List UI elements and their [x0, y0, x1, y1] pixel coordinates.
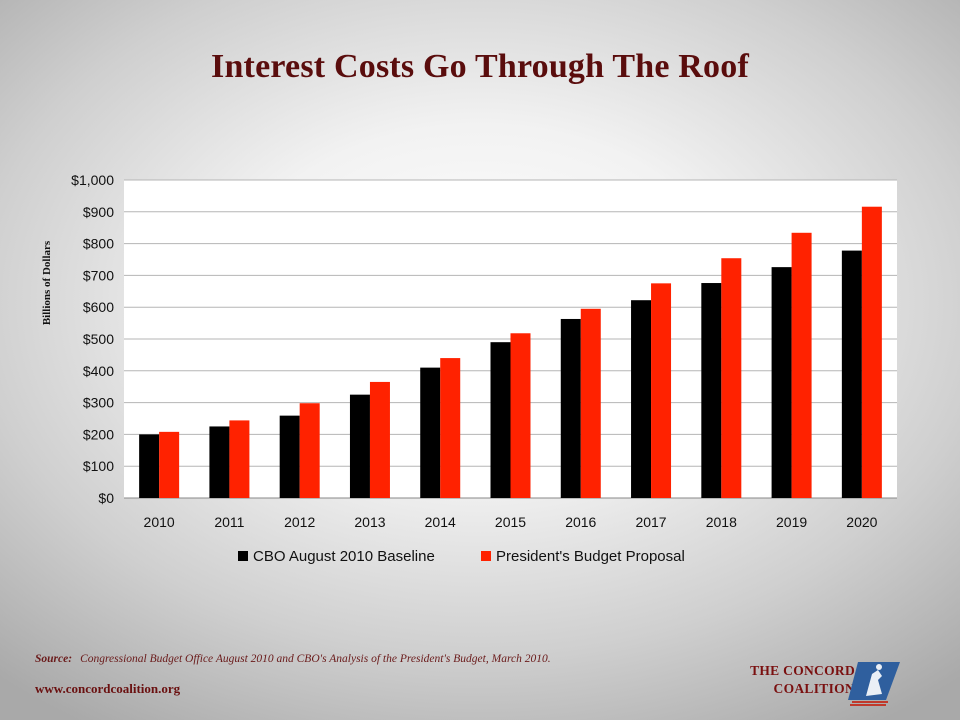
x-tick-label: 2020	[846, 514, 877, 530]
y-tick-label: $600	[83, 299, 114, 315]
legend-label-2: President's Budget Proposal	[496, 548, 685, 565]
legend-label-1: CBO August 2010 Baseline	[253, 548, 435, 565]
y-tick-label: $100	[83, 458, 114, 474]
source-text: Congressional Budget Office August 2010 …	[80, 653, 551, 665]
bar-cbo-baseline-2016	[560, 318, 581, 498]
legend-swatch-1	[238, 551, 248, 561]
x-tick-label: 2016	[565, 514, 596, 530]
concord-coalition-logo: THE CONCORD COALITION	[730, 656, 905, 706]
y-tick-label: $800	[83, 236, 114, 252]
bar-presidents-budget-2011	[229, 420, 250, 498]
bar-cbo-baseline-2013	[349, 394, 370, 498]
bar-cbo-baseline-2017	[631, 300, 652, 498]
logo-text: THE CONCORD COALITION	[730, 662, 855, 698]
x-tick-label: 2017	[635, 514, 666, 530]
y-axis-label: Billions of Dollars	[41, 240, 53, 325]
bar-cbo-baseline-2019	[771, 267, 792, 498]
bar-presidents-budget-2016	[580, 308, 601, 498]
bar-presidents-budget-2019	[791, 232, 812, 498]
y-tick-label: $500	[83, 331, 114, 347]
source-note: Source: Congressional Budget Office Augus…	[35, 653, 551, 665]
bar-presidents-budget-2013	[369, 381, 390, 498]
bar-cbo-baseline-2018	[701, 283, 722, 498]
bar-presidents-budget-2010	[159, 431, 180, 498]
y-tick-label: $0	[98, 490, 114, 506]
bar-cbo-baseline-2020	[841, 250, 862, 498]
slide-title: Interest Costs Go Through The Roof	[211, 48, 749, 85]
logo-line-2: COALITION	[773, 681, 855, 696]
x-tick-label: 2011	[214, 514, 244, 530]
bar-presidents-budget-2017	[651, 283, 672, 498]
logo-line-1: THE CONCORD	[750, 663, 855, 678]
bar-presidents-budget-2015	[510, 333, 531, 498]
y-tick-label: $700	[83, 267, 114, 283]
bar-presidents-budget-2020	[861, 206, 882, 498]
x-tick-label: 2014	[425, 514, 456, 530]
bar-cbo-baseline-2015	[490, 342, 511, 498]
source-label: Source:	[35, 653, 73, 665]
y-tick-label: $300	[83, 395, 114, 411]
y-tick-label: $1,000	[71, 172, 114, 188]
bar-cbo-baseline-2014	[420, 367, 441, 498]
y-tick-label: $900	[83, 204, 114, 220]
bar-cbo-baseline-2010	[139, 434, 160, 498]
x-tick-label: 2019	[776, 514, 807, 530]
x-tick-label: 2012	[284, 514, 315, 530]
y-tick-label: $400	[83, 363, 114, 379]
legend-swatch-2	[481, 551, 491, 561]
bar-presidents-budget-2012	[299, 403, 320, 498]
bar-cbo-baseline-2012	[279, 415, 300, 498]
bar-presidents-budget-2018	[721, 258, 742, 498]
bar-chart: $0 $100 $200 $300 $400 $500 $600 $700 $800 $900 $1…	[41, 172, 897, 565]
y-tick-label: $200	[83, 426, 114, 442]
minuteman-emblem-icon	[848, 662, 900, 706]
bar-presidents-budget-2014	[440, 358, 461, 498]
x-tick-label: 2013	[354, 514, 385, 530]
x-tick-label: 2010	[144, 514, 175, 530]
x-tick-label: 2015	[495, 514, 526, 530]
bar-cbo-baseline-2011	[209, 426, 230, 498]
x-tick-label: 2018	[706, 514, 737, 530]
website-link[interactable]: www.concordcoalition.org	[35, 681, 181, 696]
